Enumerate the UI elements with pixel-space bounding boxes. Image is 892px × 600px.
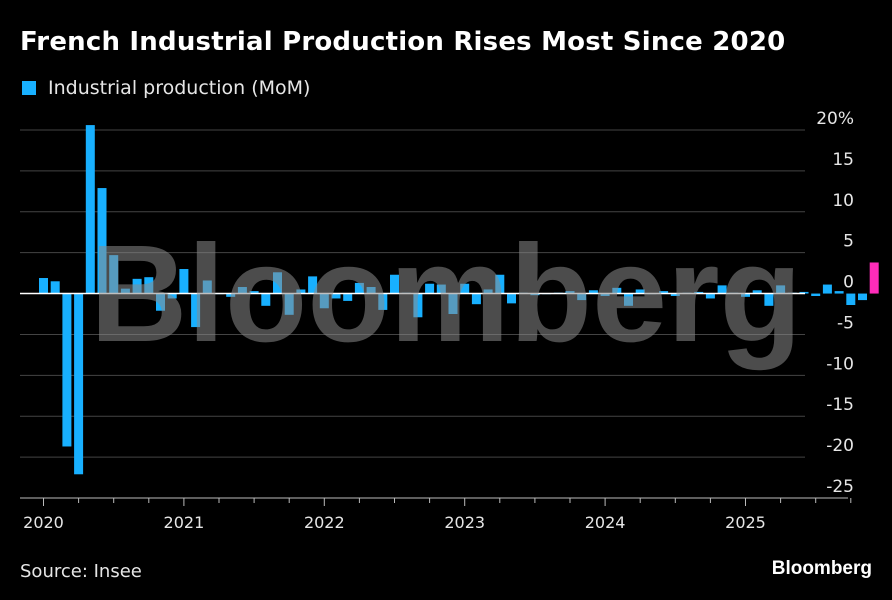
bar — [507, 293, 516, 304]
y-tick-label: -5 — [837, 313, 854, 333]
bar — [167, 293, 177, 299]
bar — [378, 293, 388, 310]
bar — [273, 272, 282, 294]
x-tick-label: 2021 — [164, 513, 205, 532]
chart-legend: Industrial production (MoM) — [22, 77, 310, 99]
bar — [624, 293, 633, 306]
bar — [612, 287, 622, 294]
bar — [834, 291, 844, 294]
bar — [483, 289, 493, 294]
bar — [366, 287, 376, 294]
y-tick-label: -20 — [826, 436, 854, 456]
bar — [752, 290, 762, 294]
bar — [659, 291, 669, 294]
bar — [530, 293, 540, 296]
watermark-logo: Bloomberg — [90, 217, 802, 371]
bar — [132, 278, 142, 294]
bar — [109, 255, 119, 294]
bar — [354, 282, 364, 294]
bar — [179, 269, 189, 294]
bar — [85, 125, 95, 294]
bar — [120, 288, 130, 294]
x-tick-label: 2024 — [585, 513, 626, 532]
bar — [436, 284, 446, 294]
bar — [741, 293, 750, 297]
bar — [600, 293, 610, 297]
bar — [635, 289, 645, 294]
bar — [308, 276, 318, 294]
bar — [249, 291, 259, 294]
bar — [776, 285, 786, 294]
gridlines — [20, 129, 805, 499]
bar — [74, 293, 84, 475]
y-tick-label: -15 — [826, 395, 854, 415]
bar — [694, 291, 704, 294]
chart-title: French Industrial Production Rises Most … — [20, 27, 786, 57]
bar — [413, 293, 423, 318]
x-tick-label: 2023 — [444, 513, 485, 532]
bar — [764, 293, 774, 306]
bar — [460, 283, 470, 294]
bar — [495, 274, 505, 294]
bar — [343, 293, 353, 301]
bar — [296, 289, 306, 294]
bar — [319, 293, 329, 309]
y-axis-labels: 20% 15 10 5 0 -5 -10 -15 -20 -25 — [816, 109, 854, 497]
bar — [191, 293, 201, 328]
bar — [670, 293, 680, 297]
bar — [705, 293, 715, 299]
bar — [822, 284, 832, 294]
bar — [144, 277, 154, 294]
svg-text:Bloomberg: Bloomberg — [90, 217, 802, 371]
x-axis-labels: 2020 2021 2022 2023 2024 2025 — [23, 498, 852, 532]
bar — [261, 293, 271, 306]
bar — [717, 285, 727, 294]
bar — [202, 280, 212, 294]
source-note: Source: Insee — [20, 561, 142, 582]
bar — [577, 293, 587, 301]
bars — [39, 125, 879, 475]
y-tick-label: 0 — [843, 273, 854, 293]
bar — [62, 293, 72, 447]
x-tick-label: 2022 — [304, 513, 345, 532]
bar — [50, 281, 60, 294]
bar — [390, 274, 399, 294]
y-tick-label: 5 — [843, 232, 854, 252]
bar — [237, 287, 247, 294]
bar — [97, 188, 107, 294]
bar — [799, 291, 809, 294]
bar — [471, 293, 481, 305]
legend-swatch — [22, 81, 36, 95]
bar — [284, 293, 294, 315]
bar — [846, 293, 856, 306]
y-tick-label: 20% — [816, 109, 854, 129]
bar — [226, 293, 236, 297]
bar — [588, 290, 598, 294]
y-tick-label: -10 — [826, 354, 854, 374]
y-tick-label: -25 — [826, 477, 854, 497]
bar — [448, 293, 458, 314]
y-tick-label: 10 — [832, 191, 854, 211]
bar — [39, 278, 48, 294]
legend-label: Industrial production (MoM) — [48, 77, 311, 99]
bar — [156, 293, 165, 311]
bar — [565, 291, 575, 294]
bloomberg-logo: Bloomberg — [771, 558, 872, 579]
y-tick-label: 15 — [832, 150, 854, 170]
bar — [811, 293, 821, 297]
x-tick-label: 2020 — [23, 513, 64, 532]
bar — [858, 293, 867, 301]
bar — [425, 283, 435, 294]
x-tick-label: 2025 — [725, 513, 766, 532]
bar — [869, 262, 879, 294]
bar — [331, 293, 341, 299]
